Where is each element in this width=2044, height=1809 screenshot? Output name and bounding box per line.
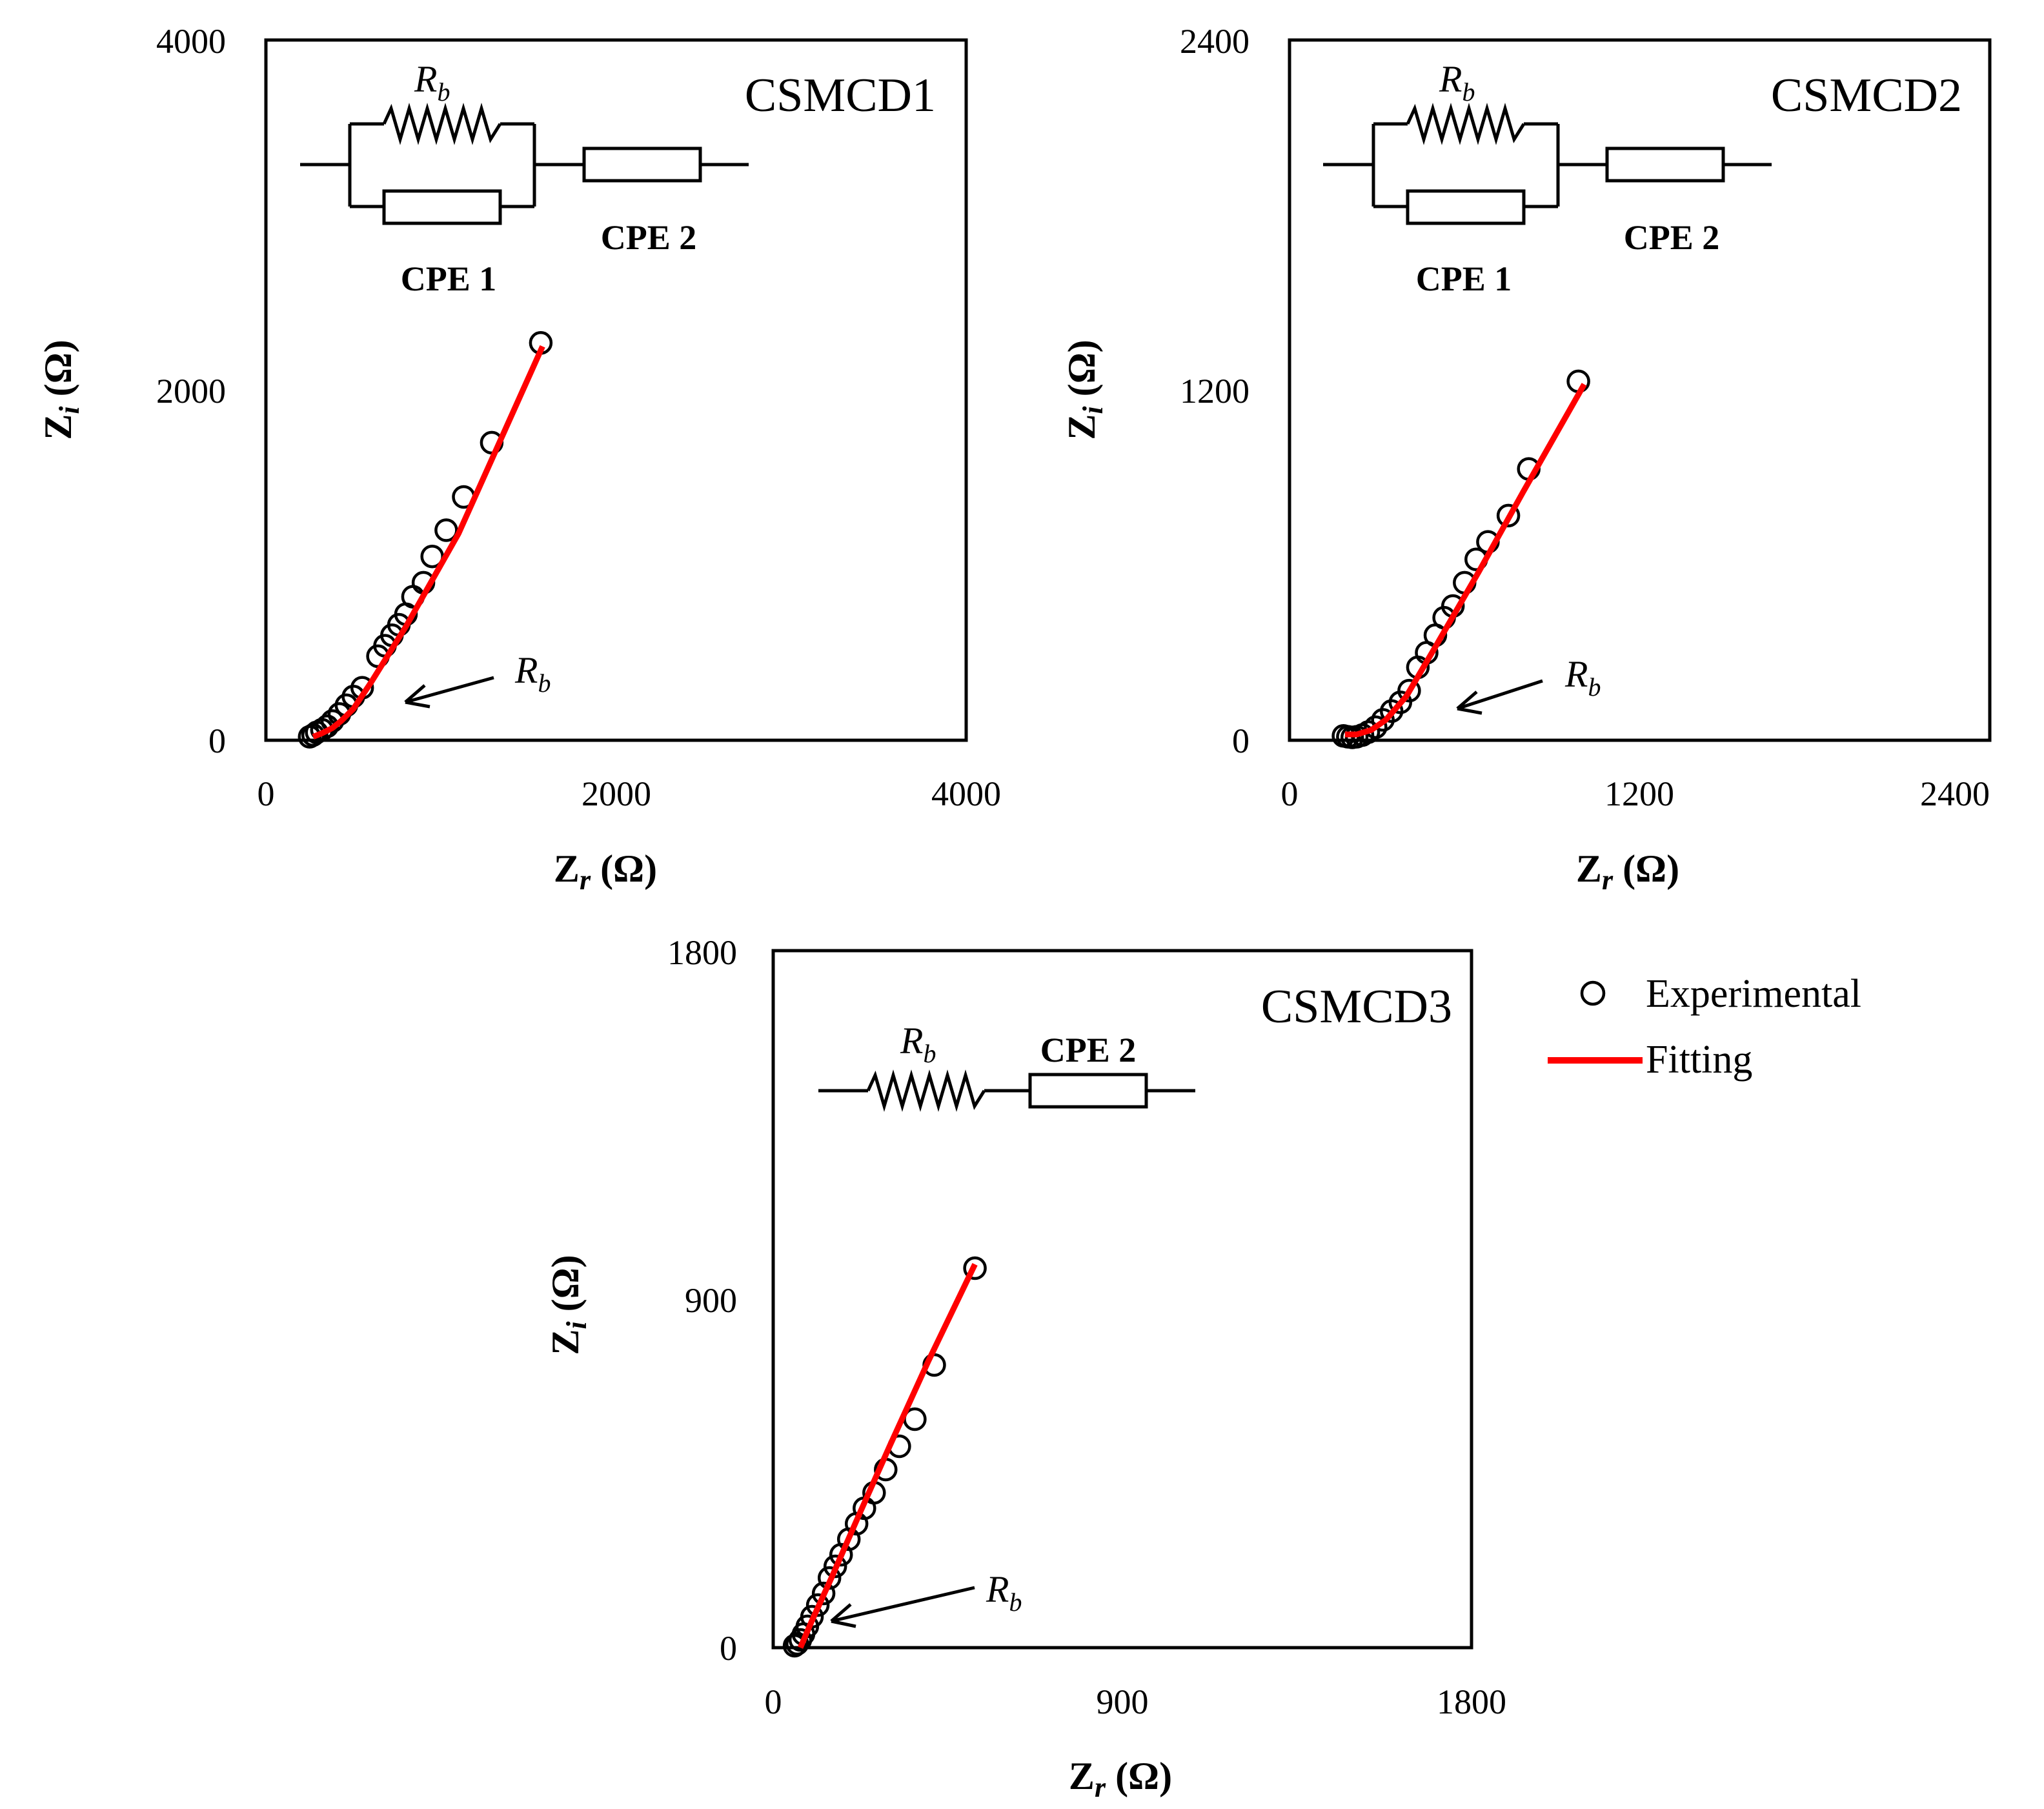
sample-title: CSMCD3 xyxy=(1261,980,1452,1033)
resistor-rb-icon xyxy=(382,103,502,145)
cpe1-label: CPE 1 xyxy=(401,259,497,298)
x-tick-label: 0 xyxy=(258,774,275,813)
x-tick-label: 4000 xyxy=(931,774,1001,813)
experimental-point xyxy=(1566,369,1590,394)
y-tick-label: 2000 xyxy=(156,372,226,410)
experimental-point xyxy=(811,1581,836,1606)
x-tick-label: 1800 xyxy=(1437,1683,1506,1721)
resistor-rb-icon xyxy=(866,1069,986,1112)
cpe1-element xyxy=(382,189,502,225)
y-tick-label: 0 xyxy=(1232,722,1250,760)
experimental-point xyxy=(1388,690,1413,714)
cpe2-element xyxy=(582,147,702,183)
resistor-rb-icon xyxy=(1406,103,1526,145)
experimental-point xyxy=(805,1593,830,1617)
rb-circuit-label: Rb xyxy=(1439,58,1475,106)
plot-marks xyxy=(1331,369,1590,749)
x-tick-label: 0 xyxy=(1281,774,1299,813)
cpe2-element xyxy=(1028,1073,1148,1109)
x-tick-label: 2400 xyxy=(1920,774,1990,813)
cpe1-label: CPE 1 xyxy=(1416,259,1512,298)
y-tick-label: 2400 xyxy=(1180,22,1250,61)
y-tick-label: 4000 xyxy=(156,22,226,61)
experimental-point xyxy=(434,518,458,542)
experimental-point xyxy=(1397,678,1421,703)
rb-annotation-arrow xyxy=(404,676,494,709)
y-tick-label: 0 xyxy=(208,722,226,760)
circuit-wire xyxy=(300,122,749,208)
y-axis-label: Zi (Ω) xyxy=(37,339,85,440)
x-tick-label: 1200 xyxy=(1604,774,1674,813)
cpe1-element xyxy=(1406,189,1526,225)
cpe2-element xyxy=(1605,147,1725,183)
fitting-line xyxy=(1344,383,1587,738)
plot-frame xyxy=(264,38,968,742)
experimental-point xyxy=(963,1256,987,1280)
panel-csmcd3: CSMCD3 Rb CPE 2 Rb 1800 900 0 0 900 1800… xyxy=(544,933,1506,1803)
fitting-line xyxy=(312,345,545,740)
y-tick-label: 1200 xyxy=(1180,372,1250,410)
rb-annotation-label: Rb xyxy=(514,649,551,698)
y-axis-label: Zi (Ω) xyxy=(1060,339,1109,440)
rb-annotation-arrow xyxy=(830,1586,975,1628)
circuit-wire xyxy=(1323,122,1772,208)
rb-annotation-label: Rb xyxy=(986,1568,1022,1617)
equivalent-circuit-1: Rb CPE 1 CPE 2 xyxy=(300,58,749,298)
equivalent-circuit-3: Rb CPE 2 xyxy=(818,1020,1195,1112)
x-axis-label: Zr (Ω) xyxy=(554,847,657,896)
panel-csmcd1: CSMCD1 Rb CPE 1 CPE 2 Rb 4000 2000 0 0 2… xyxy=(37,22,1001,896)
x-axis-label: Zr (Ω) xyxy=(1069,1755,1172,1803)
sample-title: CSMCD2 xyxy=(1771,69,1962,122)
sample-title: CSMCD1 xyxy=(745,69,936,122)
legend-experimental-marker xyxy=(1580,980,1606,1006)
experimental-point xyxy=(1496,503,1521,528)
legend: Experimental Fitting xyxy=(1548,972,1861,1082)
cpe2-label: CPE 2 xyxy=(1624,218,1720,257)
experimental-point xyxy=(1364,715,1388,739)
rb-circuit-label: Rb xyxy=(900,1020,936,1068)
cpe2-label: CPE 2 xyxy=(1040,1031,1137,1069)
plot-marks xyxy=(298,331,553,749)
y-tick-label: 0 xyxy=(720,1629,737,1668)
cpe2-label: CPE 2 xyxy=(601,218,697,257)
x-axis-label: Zr (Ω) xyxy=(1576,847,1679,896)
legend-experimental-label: Experimental xyxy=(1646,972,1861,1016)
x-tick-label: 0 xyxy=(765,1683,782,1721)
fitting-line xyxy=(797,1263,978,1649)
experimental-point xyxy=(823,1554,847,1579)
rb-annotation-arrow xyxy=(1456,679,1543,715)
rb-annotation-label: Rb xyxy=(1564,653,1601,702)
x-tick-label: 2000 xyxy=(582,774,651,813)
x-tick-label: 900 xyxy=(1097,1683,1149,1721)
legend-fitting-label: Fitting xyxy=(1646,1038,1752,1082)
y-axis-label: Zi (Ω) xyxy=(544,1255,592,1355)
y-tick-label: 900 xyxy=(685,1281,737,1320)
rb-circuit-label: Rb xyxy=(414,58,450,106)
y-tick-label: 1800 xyxy=(667,933,737,972)
plot-marks xyxy=(782,1256,987,1658)
panel-csmcd2: CSMCD2 Rb CPE 1 CPE 2 Rb 2400 1200 0 0 1… xyxy=(1060,22,1992,896)
plot-frame xyxy=(771,949,1473,1650)
plot-frame xyxy=(1288,38,1992,742)
equivalent-circuit-2: Rb CPE 1 CPE 2 xyxy=(1323,58,1772,298)
